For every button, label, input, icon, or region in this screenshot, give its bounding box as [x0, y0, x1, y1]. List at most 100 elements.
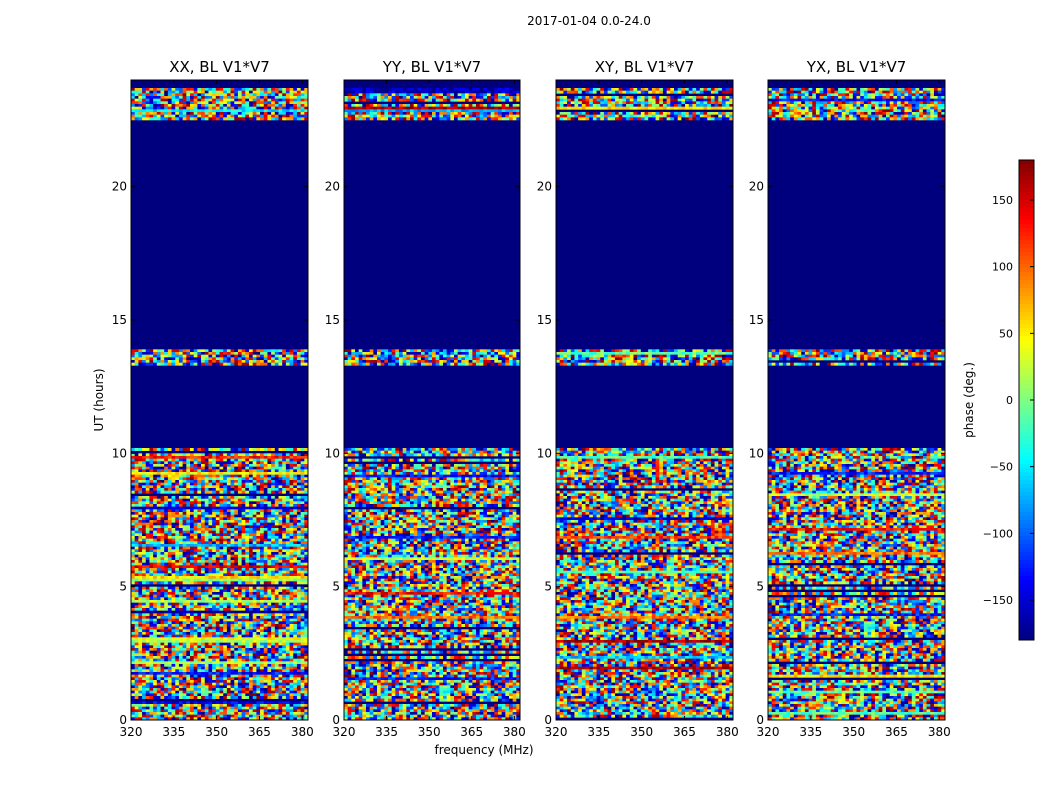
- colorbar-segment: [1019, 628, 1034, 633]
- colorbar-segment: [1019, 636, 1034, 641]
- x-tick-label: 350: [630, 725, 653, 739]
- colorbar-segment: [1019, 340, 1034, 345]
- y-axis-label: UT (hours): [92, 340, 106, 460]
- colorbar-segment: [1019, 364, 1034, 369]
- colorbar-segment: [1019, 468, 1034, 473]
- colorbar-segment: [1019, 288, 1034, 293]
- colorbar-segment: [1019, 256, 1034, 261]
- y-tick-label: 0: [756, 713, 764, 727]
- colorbar-segment: [1019, 272, 1034, 277]
- panel-title-xx: XX, BL V1*V7: [131, 58, 308, 76]
- x-tick-label: 335: [587, 725, 610, 739]
- colorbar-segment: [1019, 548, 1034, 553]
- colorbar-segment: [1019, 472, 1034, 477]
- colorbar: 150 100 50 0 −50 −100 −150: [983, 159, 1035, 641]
- colorbar-segment: [1019, 556, 1034, 561]
- y-tick-label: 0: [544, 713, 552, 727]
- y-tick-label: 5: [756, 580, 764, 594]
- x-tick-label: 335: [799, 725, 822, 739]
- heatmap-panel-2: 0 5 10 15 20 320 335 350 365 380: [325, 79, 526, 739]
- colorbar-segment: [1019, 424, 1034, 429]
- axes-frame: [555, 79, 734, 721]
- colorbar-segment: [1019, 268, 1034, 273]
- colorbar-segment: [1019, 240, 1034, 245]
- colorbar-segment: [1019, 244, 1034, 249]
- colorbar-segment: [1019, 188, 1034, 193]
- colorbar-segment: [1019, 216, 1034, 221]
- colorbar-tick-label: 150: [992, 194, 1013, 207]
- colorbar-segment: [1019, 284, 1034, 289]
- x-tick-label: 365: [248, 725, 271, 739]
- x-tick-label: 335: [375, 725, 398, 739]
- colorbar-tick-label: −150: [983, 594, 1013, 607]
- colorbar-segment: [1019, 588, 1034, 593]
- colorbar-segment: [1019, 516, 1034, 521]
- colorbar-segment: [1019, 476, 1034, 481]
- colorbar-segment: [1019, 544, 1034, 549]
- colorbar-segment: [1019, 300, 1034, 305]
- colorbar-segment: [1019, 408, 1034, 413]
- colorbar-segment: [1019, 428, 1034, 433]
- colorbar-segment: [1019, 436, 1034, 441]
- colorbar-segment: [1019, 464, 1034, 469]
- colorbar-segment: [1019, 184, 1034, 189]
- colorbar-segment: [1019, 384, 1034, 389]
- colorbar-segment: [1019, 292, 1034, 297]
- colorbar-segment: [1019, 492, 1034, 497]
- colorbar-segment: [1019, 388, 1034, 393]
- axes-frame: [130, 79, 309, 721]
- heatmap-panels: 0 5 10 15 20 320 335 350 365 380 0 5 10 15 20 320 335 350…: [112, 79, 951, 739]
- x-tick-label: 320: [333, 725, 356, 739]
- colorbar-segment: [1019, 624, 1034, 629]
- heatmap-cells: [131, 80, 308, 720]
- colorbar-segment: [1019, 432, 1034, 437]
- colorbar-segment: [1019, 572, 1034, 577]
- colorbar-segment: [1019, 204, 1034, 209]
- x-tick-label: 335: [162, 725, 185, 739]
- colorbar-segment: [1019, 372, 1034, 377]
- x-tick-label: 350: [418, 725, 441, 739]
- colorbar-tick-label: 50: [999, 327, 1013, 340]
- colorbar-segment: [1019, 232, 1034, 237]
- colorbar-segment: [1019, 496, 1034, 501]
- colorbar-segment: [1019, 332, 1034, 337]
- colorbar-segment: [1019, 164, 1034, 169]
- colorbar-segment: [1019, 304, 1034, 309]
- heatmap-cells: [556, 80, 733, 720]
- colorbar-segment: [1019, 576, 1034, 581]
- y-tick-label: 5: [119, 580, 127, 594]
- colorbar-segment: [1019, 612, 1034, 617]
- colorbar-segment: [1019, 252, 1034, 257]
- colorbar-segment: [1019, 448, 1034, 453]
- colorbar-segment: [1019, 228, 1034, 233]
- colorbar-segment: [1019, 368, 1034, 373]
- colorbar-segment: [1019, 200, 1034, 205]
- x-tick-label: 380: [291, 725, 314, 739]
- colorbar-segment: [1019, 192, 1034, 197]
- y-tick-label: 10: [325, 446, 340, 460]
- y-tick-label: 20: [325, 180, 340, 194]
- colorbar-segment: [1019, 488, 1034, 493]
- colorbar-segment: [1019, 172, 1034, 177]
- y-tick-label: 15: [325, 313, 340, 327]
- x-tick-label: 320: [757, 725, 780, 739]
- colorbar-segment: [1019, 356, 1034, 361]
- colorbar-segment: [1019, 264, 1034, 269]
- y-tick-label: 5: [332, 580, 340, 594]
- colorbar-segment: [1019, 584, 1034, 589]
- colorbar-segment: [1019, 236, 1034, 241]
- colorbar-segment: [1019, 532, 1034, 537]
- colorbar-segment: [1019, 552, 1034, 557]
- heatmap-panel-1: 0 5 10 15 20 320 335 350 365 380: [112, 79, 314, 739]
- y-tick-label: 0: [332, 713, 340, 727]
- colorbar-segment: [1019, 336, 1034, 341]
- colorbar-segment: [1019, 344, 1034, 349]
- colorbar-segment: [1019, 320, 1034, 325]
- colorbar-segment: [1019, 620, 1034, 625]
- colorbar-segment: [1019, 480, 1034, 485]
- axes-frame: [343, 79, 521, 721]
- colorbar-segment: [1019, 604, 1034, 609]
- colorbar-segment: [1019, 560, 1034, 565]
- colorbar-segment: [1019, 484, 1034, 489]
- colorbar-segment: [1019, 452, 1034, 457]
